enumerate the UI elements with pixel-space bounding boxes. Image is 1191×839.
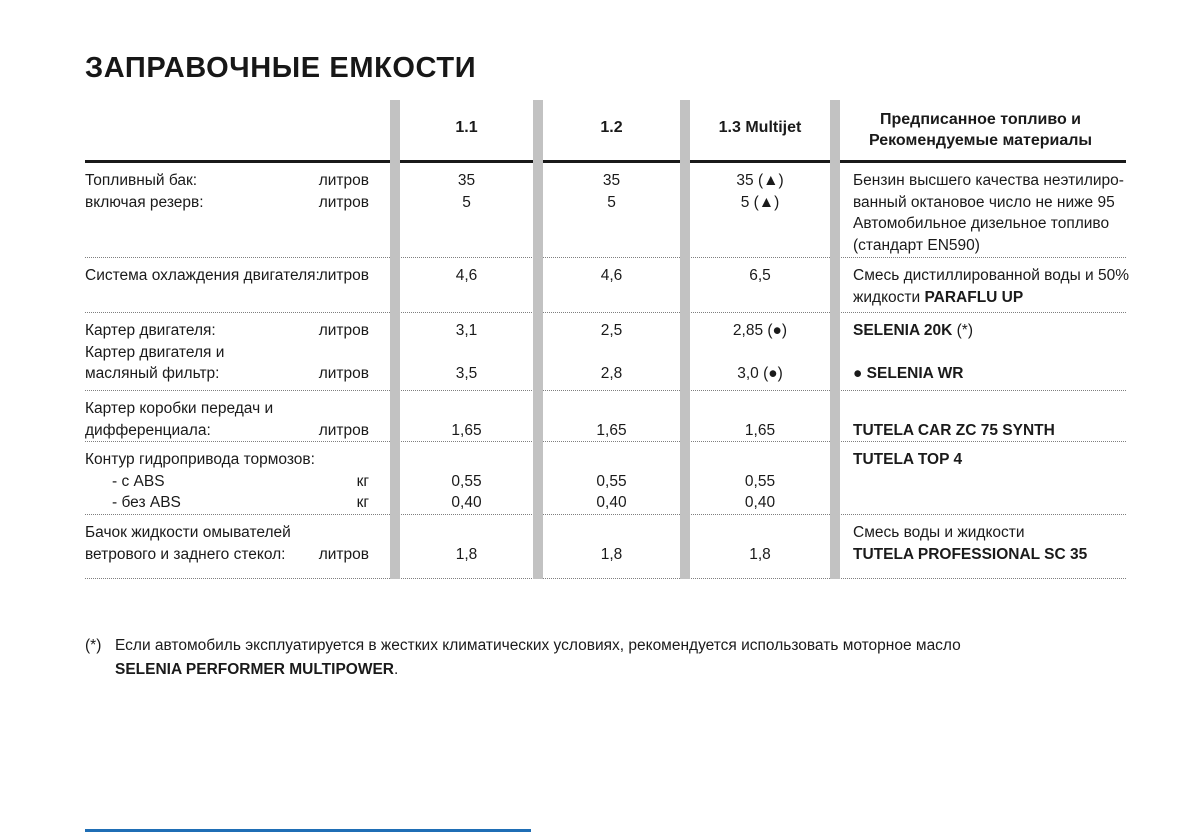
column-header-1-1: 1.1 [455, 119, 478, 136]
brand-selenia-20k: SELENIA 20K [853, 322, 953, 339]
table-row-fuel-tank: Топливный бак: включая резерв: литров ли… [85, 163, 1126, 258]
row-label: Топливный бак: включая резерв: [85, 172, 204, 211]
brand-selenia-wr: ● SELENIA WR [853, 365, 964, 382]
row-label: Контур гидропривода тормозов: - с ABS - … [85, 451, 315, 511]
cell-materials: Бензин высшего качества неэтилиро- ванны… [853, 172, 1124, 254]
row-units: литров [318, 267, 369, 284]
cell-1-3: 35 (▲) 5 (▲) [736, 172, 784, 211]
row-units: литров [318, 421, 369, 439]
brand-tutela-top4: TUTELA TOP 4 [853, 451, 963, 468]
page-title: ЗАПРАВОЧНЫЕ ЕМКОСТИ [85, 52, 477, 84]
footnote: (*) Если автомобиль эксплуатируется в же… [85, 634, 1126, 682]
cell-1-2: 2,5 2,8 [600, 322, 623, 382]
cell-1-2: 1,65 [596, 421, 627, 439]
row-units: литров литров [318, 322, 369, 382]
cell-1-1: 35 5 [457, 172, 476, 211]
cell-1-1: 1,65 [451, 421, 482, 439]
cell-1-3: 1,8 [749, 545, 771, 563]
cell-materials: Смесь дистиллированной воды и 50% жидкос… [853, 267, 1130, 306]
capacities-table: 1.1 1.2 1.3 Multijet Предписанное топлив… [85, 100, 1130, 579]
table-row-washer-reservoir: Бачок жидкости омывателей ветрового и за… [85, 515, 1126, 579]
column-divider-bar-3 [680, 100, 690, 579]
footnote-marker: (*) [85, 637, 102, 654]
column-divider-bar-2 [533, 100, 543, 579]
header-rule [85, 160, 1126, 163]
table-row-cooling-system: Система охлаждения двигателя: литров 4,6… [85, 258, 1130, 313]
brand-tutela-car: TUTELA CAR ZC 75 SYNTH [853, 421, 1055, 439]
column-header-materials: Предписанное топливо и Рекомендуемые мат… [835, 100, 1126, 160]
row-units: кг кг [356, 472, 369, 512]
row-units: литров [318, 545, 369, 563]
cell-materials: Смесь воды и жидкости TUTELA PROFESSIONA… [835, 522, 1126, 578]
column-divider-bar-4 [830, 100, 840, 579]
cell-1-1: 0,55 0,40 [451, 472, 482, 512]
table-row-brake-circuit: Контур гидропривода тормозов: - с ABS - … [85, 442, 1126, 515]
column-divider-bar-1 [390, 100, 400, 579]
row-label: Бачок жидкости омывателей ветрового и за… [85, 524, 291, 563]
cell-1-3: 2,85 (●) 3,0 (●) [732, 322, 788, 382]
cell-1-2: 0,55 0,40 [596, 472, 627, 512]
cell-1-3: 6,5 [749, 267, 771, 284]
brand-selenia-performer: SELENIA PERFORMER MULTIPOWER [115, 661, 394, 678]
cell-1-2: 1,8 [600, 545, 623, 563]
cell-1-1: 1,8 [455, 545, 478, 563]
cell-materials: SELENIA 20K (*) ● SELENIA WR [835, 320, 1126, 390]
materials-header-line-2: Рекомендуемые материалы [868, 132, 1093, 149]
row-label: Картер двигателя: Картер двигателя и мас… [85, 322, 225, 382]
cell-materials: TUTELA CAR ZC 75 SYNTH [835, 398, 1126, 441]
cell-materials: TUTELA TOP 4 [835, 449, 1126, 514]
header-spacer-label [85, 100, 315, 160]
cell-1-1: 4,6 [455, 267, 478, 284]
cell-1-1: 3,1 3,5 [455, 322, 478, 382]
table-row-engine-sump: Картер двигателя: Картер двигателя и мас… [85, 313, 1126, 391]
brand-paraflu-up: PARAFLU UP [924, 288, 1024, 306]
brand-tutela-professional: TUTELA PROFESSIONAL SC 35 [853, 545, 1088, 563]
table-header-row: 1.1 1.2 1.3 Multijet Предписанное топлив… [85, 100, 1126, 160]
cell-1-2: 35 5 [602, 172, 621, 211]
footnote-ref: (*) [952, 322, 974, 339]
materials-header-line-1: Предписанное топливо и [879, 111, 1081, 128]
cell-1-3: 0,55 0,40 [744, 472, 776, 512]
column-header-1-2: 1.2 [600, 119, 623, 136]
row-label: Система охлаждения двигателя: [85, 267, 320, 284]
footnote-text: Если автомобиль эксплуатируется в жестки… [115, 637, 961, 678]
footer-accent-rule [85, 829, 531, 832]
header-spacer-units [315, 100, 395, 160]
cell-1-2: 4,6 [600, 267, 623, 284]
cell-1-3: 1,65 [744, 421, 776, 439]
table-row-gearbox: Картер коробки передач и дифференциала: … [85, 391, 1126, 442]
page-content: ЗАПРАВОЧНЫЕ ЕМКОСТИ 1.1 1.2 1.3 Multijet… [85, 0, 1130, 682]
row-units: литров литров [318, 172, 369, 211]
column-header-1-3-multijet: 1.3 Multijet [718, 119, 802, 136]
row-label: Картер коробки передач и дифференциала: [85, 400, 274, 439]
